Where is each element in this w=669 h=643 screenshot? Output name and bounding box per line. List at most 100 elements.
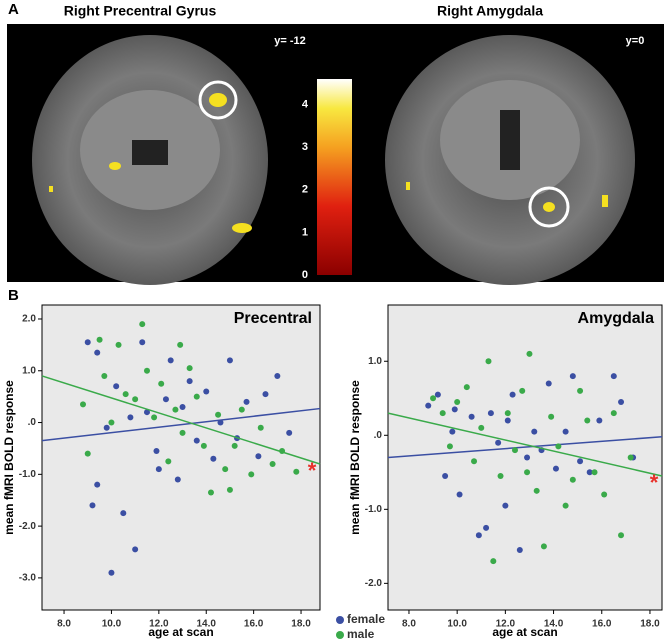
data-point	[509, 391, 516, 398]
y-tick-label: -2.0	[365, 578, 383, 589]
x-tick-label: 18.0	[291, 619, 311, 630]
data-point	[143, 367, 150, 374]
data-point	[127, 414, 134, 421]
data-point	[451, 406, 458, 413]
legend-marker	[336, 616, 344, 624]
colorbar-tick-label: 0	[302, 269, 308, 281]
data-point	[94, 349, 101, 356]
data-point	[425, 402, 432, 409]
x-axis-label: age at scan	[492, 625, 557, 639]
data-point	[456, 491, 463, 498]
data-point	[122, 391, 129, 398]
data-point	[217, 419, 224, 426]
data-point	[207, 489, 214, 496]
brain-slice	[32, 35, 268, 285]
colorbar-tick-label: 3	[302, 141, 308, 153]
fit-line	[387, 412, 663, 477]
data-point	[262, 391, 269, 398]
data-point	[186, 378, 193, 385]
data-point	[485, 358, 492, 365]
data-point	[193, 437, 200, 444]
data-point	[487, 410, 494, 417]
data-point	[555, 443, 562, 450]
data-point	[120, 510, 127, 517]
panel-label: A	[8, 1, 19, 18]
data-point	[94, 481, 101, 488]
data-point	[177, 341, 184, 348]
y-axis-label: mean fMRI BOLD response	[2, 380, 16, 535]
data-point	[222, 466, 229, 473]
data-point	[108, 419, 115, 426]
data-point	[497, 473, 504, 480]
panel-label: B	[8, 287, 19, 304]
data-point	[257, 424, 264, 431]
annotation: *	[308, 458, 317, 483]
data-point	[495, 439, 502, 446]
data-point	[186, 365, 193, 372]
data-point	[151, 414, 158, 421]
data-point	[618, 532, 625, 539]
data-point	[179, 429, 186, 436]
data-point	[269, 460, 276, 467]
data-point	[274, 372, 281, 379]
data-point	[548, 413, 555, 420]
data-point	[179, 404, 186, 411]
data-point	[139, 321, 146, 328]
data-point	[552, 465, 559, 472]
x-tick-label: 8.0	[57, 619, 71, 630]
data-point	[540, 543, 547, 550]
data-point	[203, 388, 210, 395]
data-point	[286, 429, 293, 436]
data-point	[569, 476, 576, 483]
chart-title: Precentral	[234, 310, 312, 327]
data-point	[84, 450, 91, 457]
x-tick-label: 12.0	[496, 619, 516, 630]
y-tick-label: -3.0	[19, 573, 37, 584]
data-point	[215, 411, 222, 418]
data-point	[255, 453, 262, 460]
data-point	[627, 454, 634, 461]
legend-label: female	[347, 612, 385, 626]
data-point	[596, 417, 603, 424]
data-point	[167, 357, 174, 364]
data-point	[483, 524, 490, 531]
y-tick-label: -2.0	[19, 521, 37, 532]
legend-label: male	[347, 627, 375, 641]
slice-label: y= -12	[274, 35, 306, 47]
data-point	[103, 424, 110, 431]
x-axis-label: age at scan	[148, 625, 213, 639]
data-point	[577, 387, 584, 394]
data-point	[504, 417, 511, 424]
x-tick-label: 10.0	[102, 619, 122, 630]
y-tick-label: -1.0	[365, 504, 383, 515]
data-point	[113, 383, 120, 390]
data-point	[143, 409, 150, 416]
data-point	[610, 410, 617, 417]
data-point	[210, 455, 217, 462]
data-point	[454, 398, 461, 405]
data-point	[531, 428, 538, 435]
data-point	[84, 339, 91, 346]
data-point	[132, 396, 139, 403]
data-point	[248, 471, 255, 478]
y-tick-label: 1.0	[22, 365, 36, 376]
data-point	[132, 546, 139, 553]
data-point	[524, 454, 531, 461]
data-point	[490, 558, 497, 565]
data-point	[504, 410, 511, 417]
data-point	[569, 373, 576, 380]
data-point	[610, 373, 617, 380]
annotation: *	[650, 470, 659, 495]
data-point	[193, 393, 200, 400]
image-title: Right Precentral Gyrus	[64, 3, 217, 19]
data-point	[584, 417, 591, 424]
data-point	[439, 410, 446, 417]
data-point	[526, 350, 533, 357]
chart-title: Amygdala	[578, 310, 655, 327]
data-point	[591, 469, 598, 476]
data-point	[226, 357, 233, 364]
fit-line	[41, 375, 321, 465]
data-point	[519, 387, 526, 394]
data-point	[231, 442, 238, 449]
data-point	[293, 468, 300, 475]
